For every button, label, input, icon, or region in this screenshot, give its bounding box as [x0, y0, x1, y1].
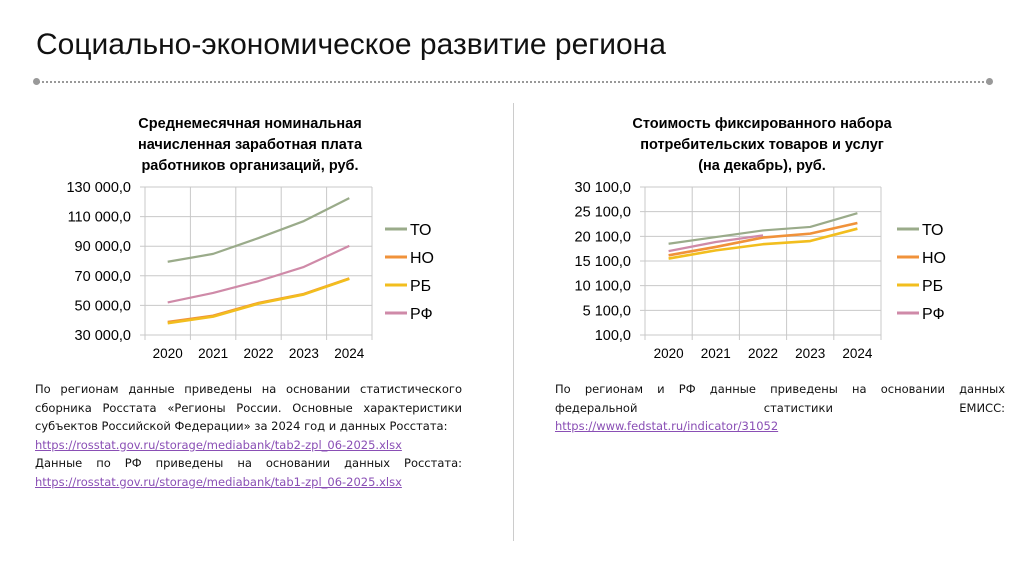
legend-label: ТО	[410, 222, 432, 239]
slide-title: Социально-экономическое развитие региона	[36, 28, 666, 61]
y-tick-label: 25 100,0	[575, 205, 631, 221]
divider-dot	[33, 78, 40, 85]
source-link[interactable]: https://rosstat.gov.ru/storage/mediabank…	[35, 474, 402, 489]
legend-label: РФ	[922, 306, 945, 323]
y-tick-label: 30 000,0	[75, 328, 131, 344]
y-tick-label: 130 000,0	[66, 180, 131, 196]
note-text: Данные по РФ приведены на основании данн…	[35, 456, 462, 470]
note-text: По регионам данные приведены на основани…	[35, 382, 462, 433]
note-left: По регионам данные приведены на основани…	[35, 380, 462, 491]
source-link[interactable]: https://rosstat.gov.ru/storage/mediabank…	[35, 437, 402, 452]
basket-chart: 100,0 5 100,0 10 100,0 15 100,0 20 100,0 25 1…	[575, 180, 946, 361]
source-link[interactable]: https://www.fedstat.ru/indicator/31052	[555, 419, 779, 433]
chart-title-line: Стоимость фиксированного набора	[632, 116, 892, 132]
y-tick-label: 5 100,0	[583, 303, 631, 319]
x-tick-label: 2020	[654, 346, 684, 361]
chart-title-wages: Среднемесячная номинальная начисленная з…	[80, 114, 420, 177]
chart-title-line: работников организаций, руб.	[141, 158, 359, 174]
series-line-ТО	[167, 197, 350, 263]
y-tick-label: 30 100,0	[575, 180, 631, 196]
series-line-НО	[167, 277, 350, 324]
note-right: По регионам и РФ данные приведены на осн…	[555, 380, 1005, 436]
legend-label: ТО	[922, 222, 944, 239]
y-tick-label: 10 100,0	[575, 279, 631, 295]
series-line-РБ	[668, 227, 858, 260]
legend-label: РБ	[410, 278, 431, 295]
series-line-РФ	[167, 244, 350, 304]
series-line-РФ	[668, 234, 764, 253]
note-text: По регионам и РФ данные приведены на осн…	[555, 382, 1005, 415]
y-tick-label: 70 000,0	[75, 269, 131, 285]
legend-label: РБ	[922, 278, 943, 295]
x-tick-label: 2022	[243, 346, 273, 361]
y-tick-label: 100,0	[595, 328, 631, 344]
y-tick-label: 20 100,0	[575, 229, 631, 245]
chart-title-basket: Стоимость фиксированного набора потребит…	[592, 114, 932, 177]
chart-title-line: Среднемесячная номинальная	[138, 116, 362, 132]
chart-title-line: потребительских товаров и услуг	[640, 137, 884, 153]
column-divider	[513, 103, 514, 541]
x-tick-label: 2023	[795, 346, 825, 361]
series-line-НО	[668, 221, 858, 257]
x-tick-label: 2024	[842, 346, 873, 361]
x-tick-label: 2023	[289, 346, 319, 361]
title-divider	[38, 81, 988, 83]
chart-title-line: (на декабрь), руб.	[698, 158, 826, 174]
x-tick-label: 2024	[334, 346, 365, 361]
legend-label: НО	[410, 250, 434, 267]
y-tick-label: 90 000,0	[75, 239, 131, 255]
legend-label: РФ	[410, 306, 433, 323]
x-tick-label: 2022	[748, 346, 778, 361]
divider-dot	[986, 78, 993, 85]
y-tick-label: 15 100,0	[575, 254, 631, 270]
x-tick-label: 2021	[701, 346, 731, 361]
x-tick-label: 2021	[198, 346, 228, 361]
x-tick-label: 2020	[153, 346, 183, 361]
y-tick-label: 110 000,0	[68, 210, 131, 226]
y-tick-label: 50 000,0	[75, 298, 131, 314]
series-line-РБ	[167, 277, 350, 325]
series-line-ТО	[668, 212, 858, 245]
legend-label: НО	[922, 250, 946, 267]
chart-title-line: начисленная заработная плата	[137, 137, 363, 153]
wages-chart: 30 000,0 50 000,0 70 000,0 90 000,0 110 000,…	[66, 180, 434, 361]
